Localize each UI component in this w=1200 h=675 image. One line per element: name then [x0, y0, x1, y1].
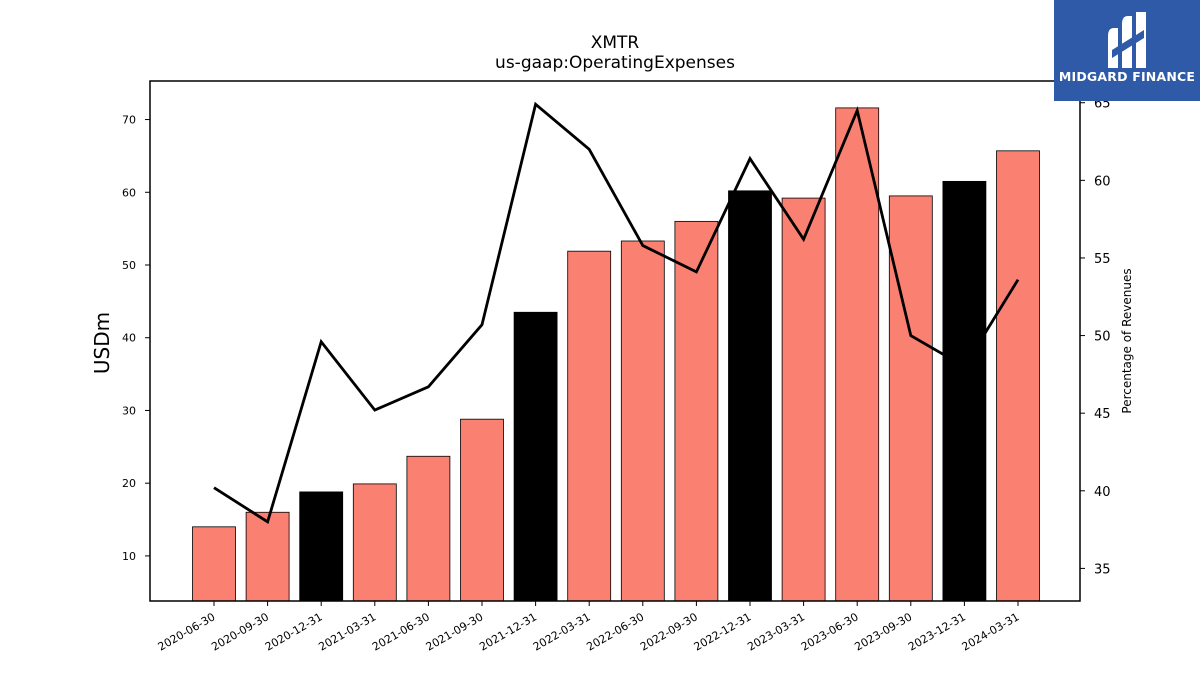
chart-title: XMTR [590, 33, 640, 53]
y2-axis-label: Percentage of Revenues [1120, 268, 1134, 413]
y-tick-label: 20 [122, 477, 136, 490]
bar [352, 483, 397, 602]
y2-tick-label: 45 [1094, 407, 1111, 422]
x-tick-label: 2022-12-31 [692, 610, 754, 653]
x-tick-label: 2021-09-30 [424, 610, 486, 653]
x-tick-label: 2020-09-30 [209, 610, 271, 653]
chart-subtitle: us-gaap:OperatingExpenses [495, 53, 735, 73]
bar [996, 150, 1040, 602]
bar [781, 197, 826, 602]
brand-mark-icon [1108, 12, 1146, 68]
bar [406, 455, 451, 602]
x-tick-label: 2020-06-30 [156, 610, 218, 653]
x-tick-label: 2022-06-30 [584, 610, 646, 653]
bar [728, 190, 772, 602]
x-tick-label: 2023-06-30 [799, 610, 861, 653]
y2-tick-label: 60 [1094, 174, 1111, 189]
y2-tick-label: 50 [1094, 330, 1111, 345]
x-tick-label: 2021-12-31 [477, 610, 539, 653]
bar [942, 180, 987, 602]
brand-logo: MIDGARD FINANCE [1054, 0, 1200, 101]
bar [835, 107, 880, 602]
bar [567, 250, 612, 602]
y-tick-label: 40 [122, 332, 136, 345]
bar [620, 240, 665, 602]
y-tick-label: 70 [122, 114, 136, 127]
x-tick-label: 2023-09-30 [852, 610, 914, 653]
x-tick-label: 2021-03-31 [316, 610, 378, 653]
x-tick-label: 2020-12-31 [263, 610, 325, 653]
x-tick-label: 2024-03-31 [960, 610, 1022, 653]
bar [888, 195, 933, 602]
bar [460, 418, 504, 602]
y-axis-label: USDm [90, 312, 114, 374]
bar [192, 526, 236, 602]
y-tick-label: 10 [122, 550, 136, 563]
plot-frame [149, 80, 1081, 602]
line-series [213, 101, 1020, 525]
x-tick-label: 2023-12-31 [906, 610, 968, 653]
x-tick-label: 2022-09-30 [638, 610, 700, 653]
y2-tick-label: 40 [1094, 485, 1111, 500]
y2-tick-label: 35 [1094, 562, 1111, 577]
bar [674, 220, 719, 602]
brand-name: MIDGARD FINANCE [1058, 69, 1196, 84]
bar [299, 491, 344, 602]
y-tick-label: 60 [122, 186, 136, 199]
y-tick-label: 30 [122, 404, 136, 417]
y-tick-label: 50 [122, 259, 136, 272]
x-tick-label: 2023-03-31 [745, 610, 807, 653]
x-tick-label: 2022-03-31 [531, 610, 593, 653]
bar [513, 311, 558, 602]
bar [245, 511, 290, 602]
y2-tick-label: 55 [1094, 252, 1111, 267]
x-tick-label: 2021-06-30 [370, 610, 432, 653]
